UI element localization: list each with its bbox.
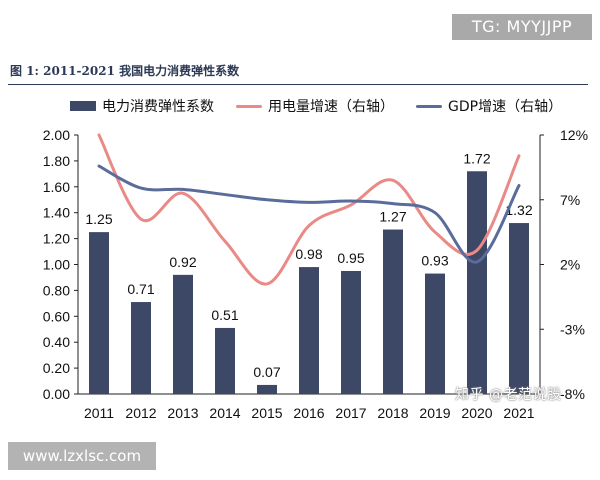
bar-2021	[509, 223, 529, 394]
x-tick-label-2015: 2015	[251, 405, 282, 421]
y-right-tick-label: 7%	[560, 192, 580, 208]
y-left-tick-label: 0.60	[43, 308, 70, 324]
y-left-tick-label: 1.60	[43, 179, 70, 195]
legend-swatch-power	[236, 104, 262, 108]
x-tick-label-2020: 2020	[461, 405, 492, 421]
bar-label-2018: 1.27	[379, 209, 406, 225]
bar-label-2014: 0.51	[211, 307, 238, 323]
bar-label-2019: 0.93	[421, 253, 448, 269]
y-left-tick-label: 1.40	[43, 205, 70, 221]
title-divider	[8, 84, 588, 85]
bar-label-2012: 0.71	[127, 281, 154, 297]
x-tick-label-2018: 2018	[377, 405, 408, 421]
y-right-tick-label: 12%	[560, 127, 588, 143]
bar-2013	[173, 274, 193, 394]
y-left-tick-label: 2.00	[43, 127, 70, 143]
y-left-tick-label: 0.20	[43, 360, 70, 376]
y-left-tick-label: 0.00	[43, 386, 70, 402]
bar-label-2015: 0.07	[253, 364, 280, 380]
legend-label-bar: 电力消费弹性系数	[102, 99, 214, 115]
legend-item-power: 用电量增速（右轴）	[236, 96, 394, 116]
bar-2011	[89, 232, 109, 394]
bar-label-2011: 1.25	[85, 211, 112, 227]
y-right-tick-label: -8%	[560, 386, 585, 402]
y-left-tick-label: 0.80	[43, 282, 70, 298]
legend-item-gdp: GDP增速（右轴）	[416, 96, 562, 116]
y-left-tick-label: 0.40	[43, 334, 70, 350]
bar-2016	[299, 267, 319, 394]
bar-label-2016: 0.98	[295, 246, 322, 262]
legend-label-gdp: GDP增速（右轴）	[448, 99, 563, 115]
bar-2017	[341, 270, 361, 394]
bar-label-2017: 0.95	[337, 250, 364, 266]
line-gdp-growth	[97, 164, 521, 264]
x-tick-label-2013: 2013	[167, 405, 198, 421]
y-left-tick-label: 1.80	[43, 153, 70, 169]
y-right-tick-label: 2%	[560, 257, 580, 273]
x-tick-label-2012: 2012	[125, 405, 156, 421]
legend-label-power: 用电量增速（右轴）	[268, 99, 394, 115]
bar-2014	[215, 327, 235, 394]
telegram-badge: TG: MYYJJPP	[452, 14, 592, 40]
bar-2019	[425, 273, 445, 394]
y-right-tick-label: -3%	[560, 321, 585, 337]
bar-label-2021: 1.32	[505, 202, 532, 218]
x-tick-label-2011: 2011	[84, 405, 114, 421]
y-left-tick-label: 1.20	[43, 231, 70, 247]
x-tick-label-2017: 2017	[335, 405, 366, 421]
legend-item-bar: 电力消费弹性系数	[70, 96, 214, 116]
bar-2018	[383, 229, 403, 394]
bar-2020	[467, 171, 487, 394]
x-tick-label-2016: 2016	[293, 405, 324, 421]
legend-swatch-gdp	[416, 104, 442, 108]
chart-legend: 电力消费弹性系数 用电量增速（右轴） GDP增速（右轴）	[70, 96, 584, 116]
line-power-growth	[97, 133, 521, 286]
figure-title: 图 1: 2011-2021 我国电力消费弹性系数	[10, 64, 240, 78]
bar-2012	[131, 302, 151, 394]
chart-plot: 0.00 0.20 0.40 0.60 0.80 1.00 1.20 1.40 1.60 1.80…	[43, 127, 588, 421]
site-watermark: www.lzxlsc.com	[8, 442, 156, 470]
y-left-tick-label: 1.00	[43, 257, 70, 273]
x-tick-label-2014: 2014	[209, 405, 240, 421]
bar-2015	[257, 384, 277, 394]
x-tick-label-2019: 2019	[419, 405, 450, 421]
x-tick-label-2021: 2021	[503, 405, 534, 421]
bar-label-2020: 1.72	[463, 150, 490, 166]
zhihu-watermark: 知乎 @老范说股	[455, 387, 562, 403]
legend-swatch-bar	[70, 101, 96, 111]
bar-label-2013: 0.92	[169, 254, 196, 270]
